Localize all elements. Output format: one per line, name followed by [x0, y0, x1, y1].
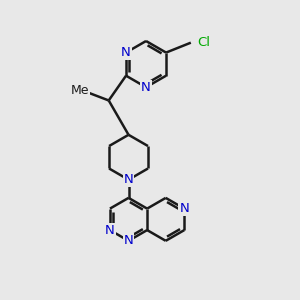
Text: Cl: Cl [197, 36, 210, 49]
Text: Me: Me [70, 84, 89, 97]
Text: N: N [124, 234, 134, 247]
Text: N: N [105, 224, 115, 237]
Text: N: N [179, 202, 189, 215]
Text: N: N [121, 46, 131, 59]
Text: N: N [141, 81, 151, 94]
Text: N: N [124, 173, 134, 186]
